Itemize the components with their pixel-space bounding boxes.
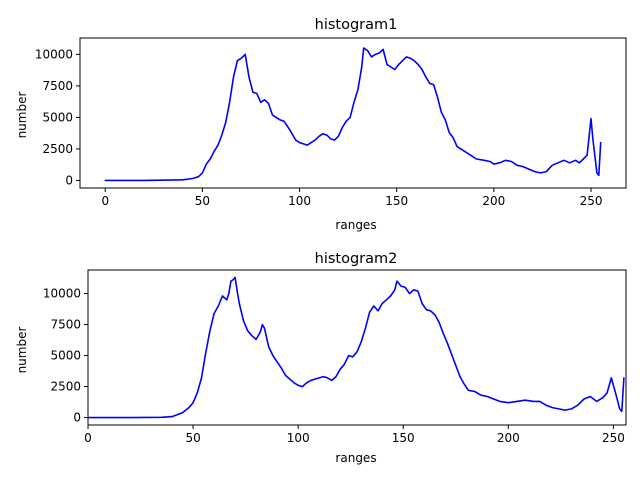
y-tick-label: 2500 [50,380,81,394]
histogram2-plot: histogram2 0 50 100 150 200 25002500500075001… [15,251,627,465]
x-tick-label: 0 [101,194,109,208]
y-tick-label: 10000 [35,47,73,61]
x-tick-label: 0 [84,431,92,445]
histogram1-series-line [104,47,602,182]
y-tick-label: 10000 [43,287,81,301]
x-tick-label: 200 [497,431,520,445]
histogram1-frame [79,37,627,189]
y-tick-label: 0 [73,411,81,425]
y-tick-label: 5000 [50,349,81,363]
histogram2-y-axis-label: number [15,327,29,374]
y-tick-label: 7500 [42,79,73,93]
histogram2-x-axis-label: ranges [335,451,376,465]
histogram1-x-axis-label: ranges [335,218,376,232]
x-tick-label: 150 [385,194,408,208]
histogram1-plot: histogram1 0 50 100 150 200 25002500500075001… [15,17,627,232]
x-tick-label: 100 [287,431,310,445]
histogram2-frame [87,269,627,426]
y-tick-label: 7500 [50,318,81,332]
x-tick-label: 50 [185,431,200,445]
x-tick-label: 50 [195,194,210,208]
histogram2-title: histogram2 [315,251,398,267]
histogram1-title: histogram1 [315,17,398,33]
x-tick-label: 250 [602,431,625,445]
x-tick-label: 200 [482,194,505,208]
x-tick-label: 250 [580,194,603,208]
x-tick-label: 100 [288,194,311,208]
y-tick-label: 2500 [42,142,73,156]
y-tick-label: 5000 [42,110,73,124]
x-tick-label: 150 [392,431,415,445]
histogram1-y-axis-label: number [15,92,29,139]
histogram2-series-line [87,276,625,419]
y-tick-label: 0 [65,173,73,187]
